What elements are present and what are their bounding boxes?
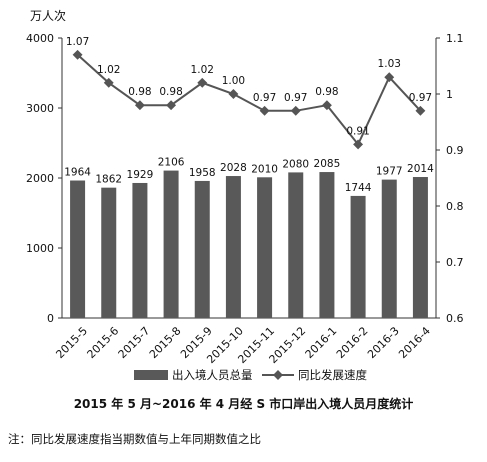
legend-bar-label: 出入境人员总量 xyxy=(172,368,253,382)
left-tick-label: 0 xyxy=(47,312,54,325)
bar xyxy=(163,170,179,318)
bar-value-label: 1744 xyxy=(345,182,372,194)
bar-value-label: 1977 xyxy=(376,166,403,178)
bar-value-label: 2010 xyxy=(251,163,278,175)
rate-line xyxy=(76,54,422,147)
left-axis-unit: 万人次 xyxy=(30,9,66,23)
bar-value-label: 1964 xyxy=(64,167,91,179)
chart-note: 注：同比发展速度指当期数值与上年同期数值之比 xyxy=(8,432,261,446)
bar xyxy=(288,172,304,318)
chart-caption: 2015 年 5 月~2016 年 4 月经 S 市口岸出入境人员月度统计 xyxy=(73,397,414,411)
x-tick-label: 2016-2 xyxy=(334,324,371,361)
rate-value-label: 0.97 xyxy=(253,92,276,104)
rate-value-label: 0.98 xyxy=(315,86,338,98)
bar xyxy=(194,180,210,318)
rate-point xyxy=(166,100,177,111)
bar-value-label: 1929 xyxy=(127,169,154,181)
rate-point xyxy=(290,105,301,116)
bar xyxy=(319,172,335,318)
bar xyxy=(70,180,86,318)
x-tick-label: 2016-1 xyxy=(303,324,340,361)
right-tick-label: 0.9 xyxy=(446,144,464,157)
bar-value-label: 1958 xyxy=(189,167,216,179)
rate-value-label: 1.02 xyxy=(97,64,120,76)
right-tick-label: 0.7 xyxy=(446,256,464,269)
rate-value-label: 0.98 xyxy=(128,86,151,98)
bar-value-label: 2014 xyxy=(407,163,434,175)
bar xyxy=(225,176,241,318)
rate-value-label: 0.97 xyxy=(284,92,307,104)
x-tick-label: 2015-5 xyxy=(53,324,90,361)
rate-value-label: 1.00 xyxy=(222,75,245,87)
bar-value-label: 2085 xyxy=(314,158,341,170)
right-tick-label: 0.8 xyxy=(446,200,464,213)
rate-point xyxy=(103,77,114,88)
right-tick-label: 1 xyxy=(446,88,453,101)
left-tick-label: 3000 xyxy=(26,102,54,115)
legend-bar-swatch xyxy=(134,370,168,380)
legend-line-label: 同比发展速度 xyxy=(298,368,367,382)
bar-value-label: 2080 xyxy=(282,158,309,170)
rate-point xyxy=(134,100,145,111)
rate-value-label: 0.97 xyxy=(409,92,432,104)
bar xyxy=(381,179,397,318)
right-tick-label: 1.1 xyxy=(446,32,464,45)
left-tick-label: 1000 xyxy=(26,242,54,255)
x-tick-label: 2015-6 xyxy=(85,324,122,361)
left-tick-label: 4000 xyxy=(26,32,54,45)
bar xyxy=(350,195,366,318)
rate-value-label: 1.02 xyxy=(191,64,214,76)
bar xyxy=(412,177,428,318)
rate-point xyxy=(228,89,239,99)
bar xyxy=(132,182,148,318)
rate-value-label: 1.03 xyxy=(378,58,401,70)
bar-value-label: 1862 xyxy=(95,174,122,186)
rate-point xyxy=(72,49,83,60)
bar-value-label: 2106 xyxy=(158,157,185,169)
x-tick-label: 2015-8 xyxy=(147,324,184,361)
rate-value-label: 0.91 xyxy=(346,125,369,137)
right-tick-label: 0.6 xyxy=(446,312,464,325)
legend-line-marker xyxy=(273,370,283,380)
bar xyxy=(101,187,117,318)
rate-value-label: 1.07 xyxy=(66,36,89,48)
rate-point xyxy=(353,139,364,150)
x-tick-label: 2016-4 xyxy=(396,324,433,361)
rate-point xyxy=(197,77,208,88)
bar-value-label: 2028 xyxy=(220,162,247,174)
x-tick-label: 2015-7 xyxy=(116,324,153,361)
left-tick-label: 2000 xyxy=(26,172,54,185)
rate-value-label: 0.98 xyxy=(159,86,182,98)
rate-point xyxy=(259,105,270,116)
x-tick-label: 2016-3 xyxy=(365,324,402,361)
bar xyxy=(257,177,273,318)
